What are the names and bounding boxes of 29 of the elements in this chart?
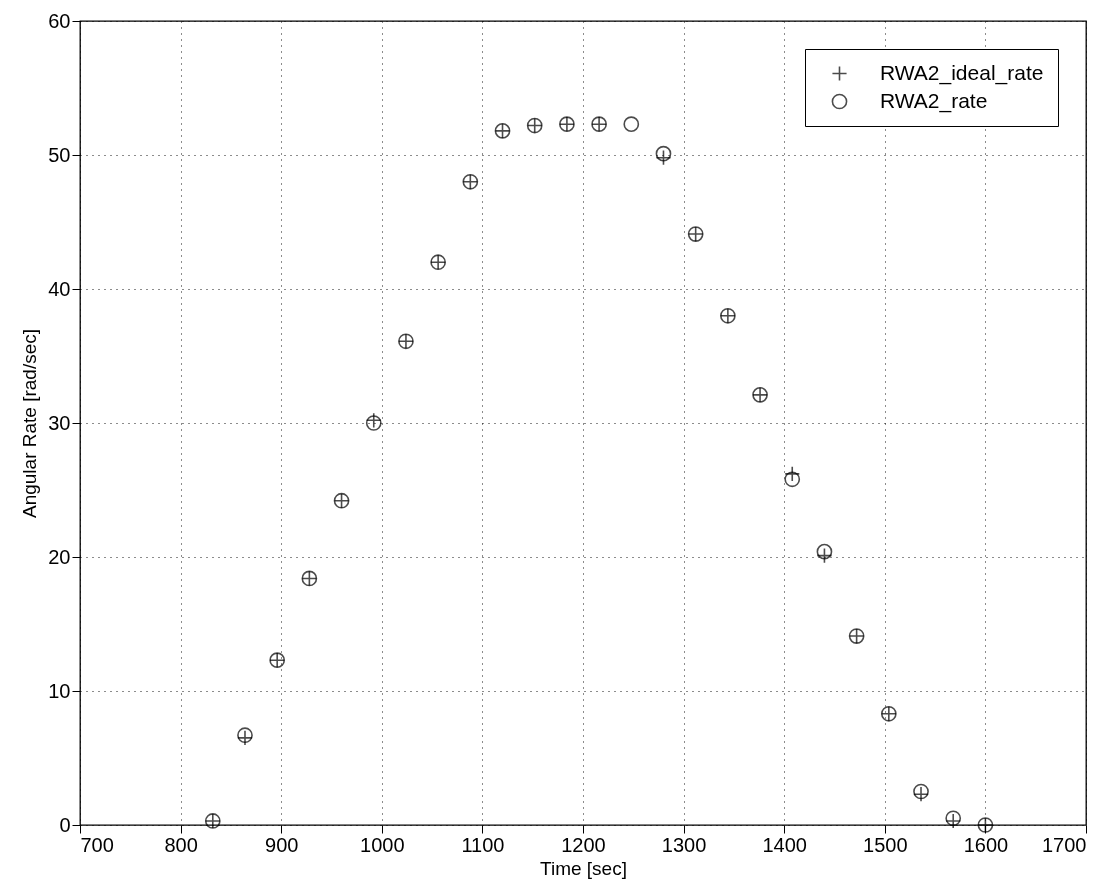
y-tick-label: 40 <box>48 277 71 300</box>
y-tick-label: 20 <box>48 545 71 568</box>
x-tick-label: 900 <box>265 833 299 856</box>
y-tick-label: 0 <box>59 813 71 836</box>
point <box>784 466 801 482</box>
point <box>655 149 672 166</box>
x-tick-label: 1600 <box>963 833 1009 856</box>
x-tick-label: 800 <box>164 833 198 856</box>
point <box>655 145 672 162</box>
x-tick-label: 1300 <box>661 833 707 856</box>
x-tick-label: 1400 <box>762 833 807 856</box>
x-axis-title: Time [sec] <box>540 857 627 879</box>
point <box>816 543 833 560</box>
x-tick-label: 1700 <box>1042 833 1087 856</box>
point <box>784 471 801 488</box>
x-tick-label: 1500 <box>863 833 908 856</box>
x-tick-label: 700 <box>80 833 114 856</box>
point <box>816 547 833 564</box>
y-tick-label: 30 <box>48 411 71 434</box>
y-tick-label: 50 <box>48 143 71 166</box>
x-tick-label: 1100 <box>461 833 505 856</box>
y-axis-title: Angular Rate [rad/sec] <box>19 328 41 519</box>
x-tick-label: 1000 <box>360 833 405 856</box>
legend-label: RWA2_rate <box>880 88 988 113</box>
x-tick-label: 1200 <box>561 833 606 856</box>
point <box>623 116 640 133</box>
y-tick-label: 10 <box>48 679 71 702</box>
legend-label: RWA2_ideal_rate <box>880 60 1044 85</box>
y-tick-label: 60 <box>48 9 71 32</box>
